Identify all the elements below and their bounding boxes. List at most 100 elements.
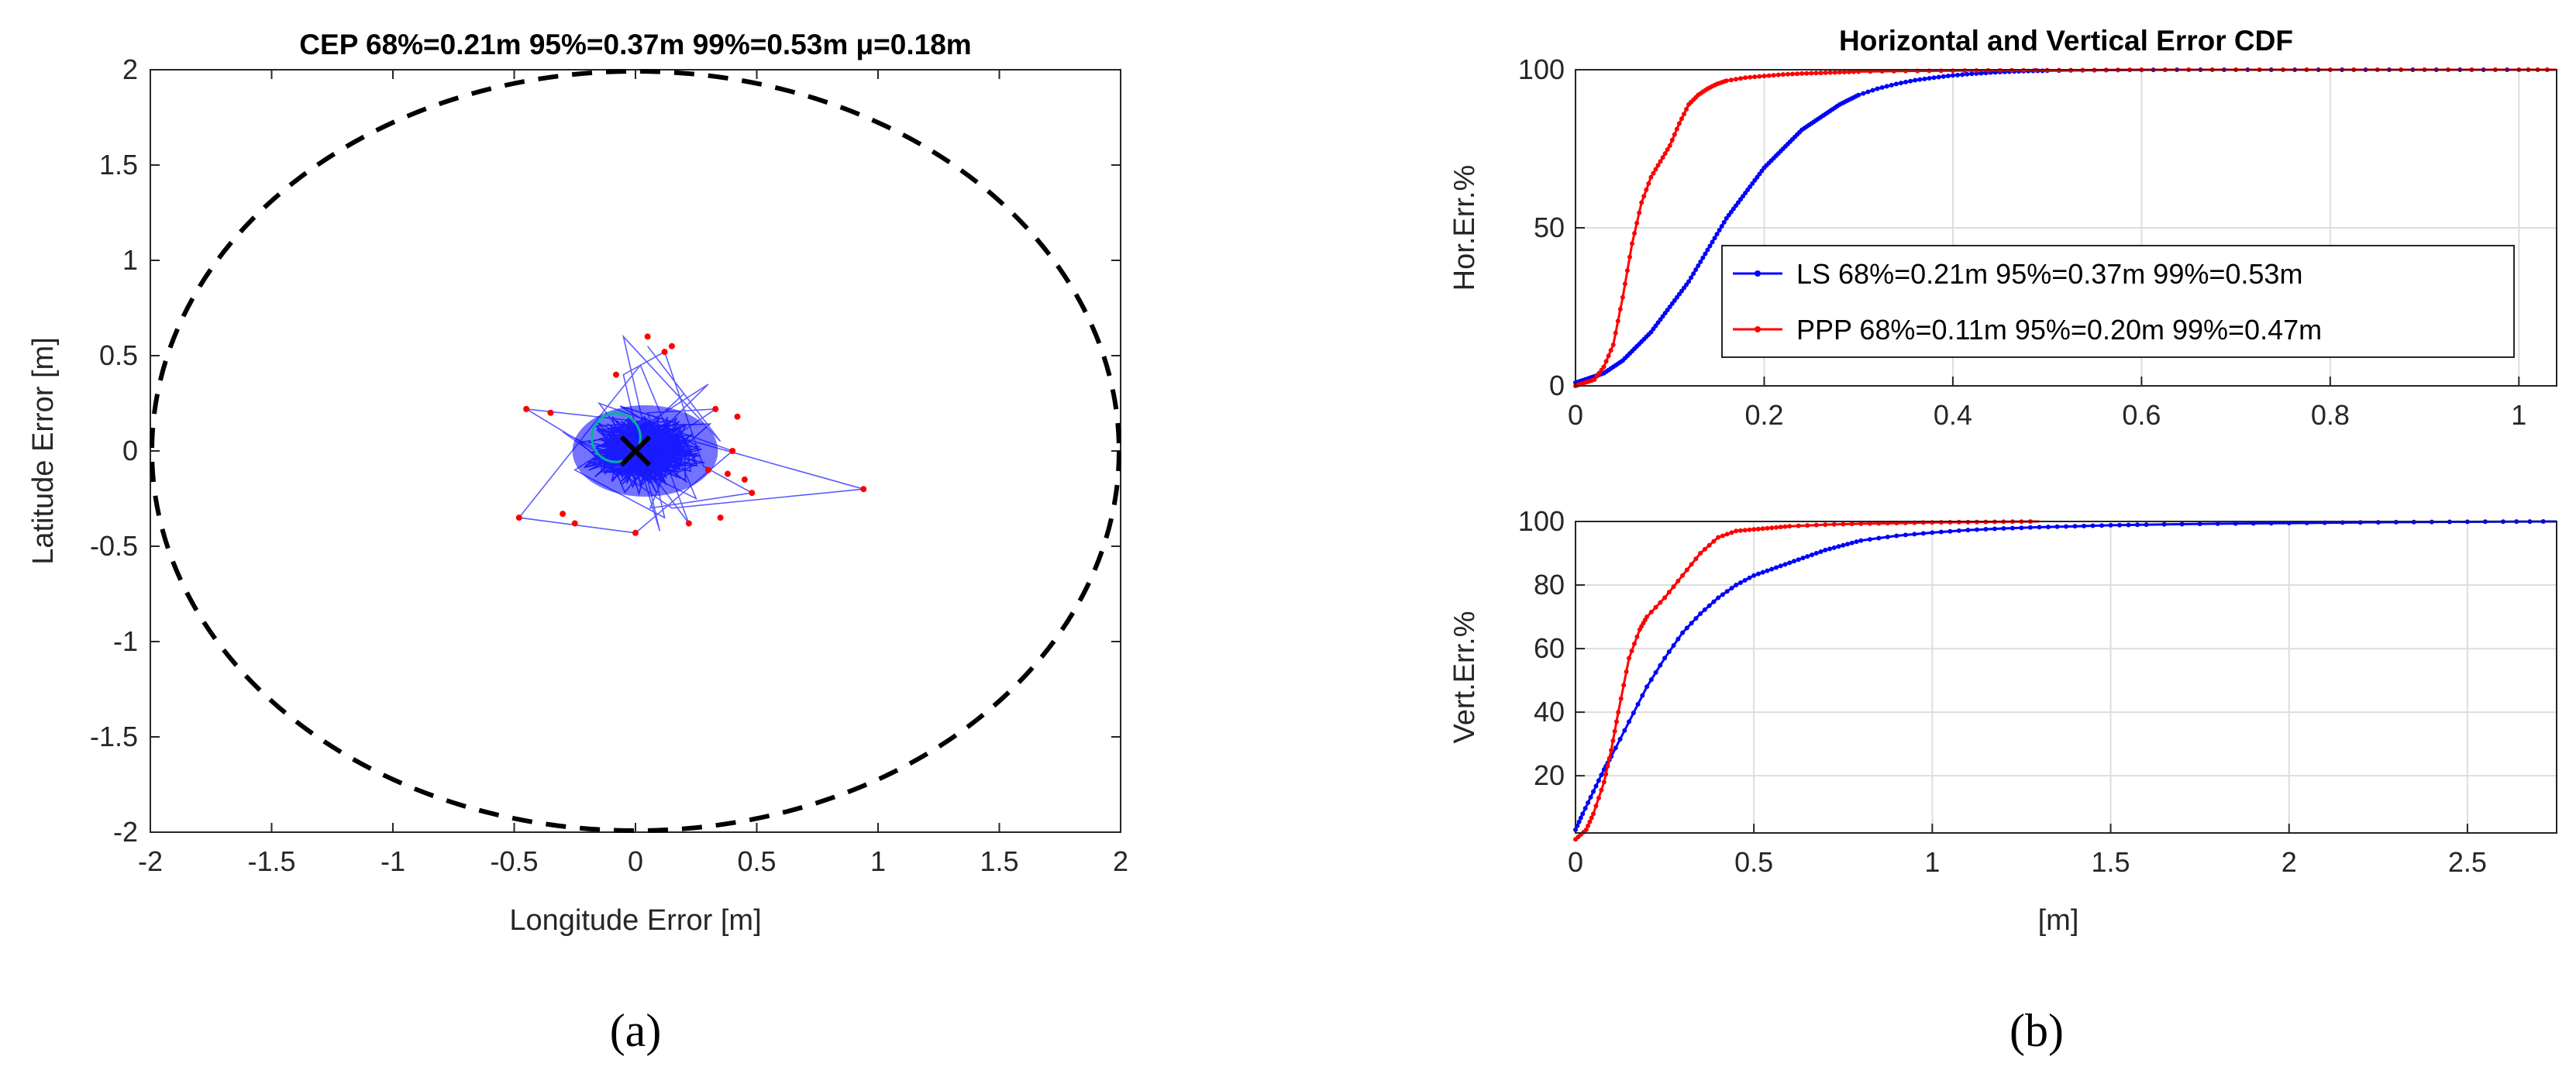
panel-b-bottom-series-ls-marker [1588, 794, 1593, 800]
panel-a-x-ticks: -2 -1.5 -1 -0.5 0 0.5 1 1.5 2 [138, 70, 1128, 877]
panel-b-top-series-ppp-marker [1613, 330, 1618, 336]
panel-b-bottom-series-ls-marker [2064, 524, 2068, 529]
panel-b-top-series-ppp-marker [1630, 241, 1635, 246]
panel-b-top-series-ppp-marker [1653, 167, 1658, 172]
panel-b-top-series-ls-marker [1941, 74, 1946, 79]
panel-b-top-series-ls-marker [1884, 84, 1889, 89]
panel-b-top-series-ls-marker [1965, 71, 1970, 77]
outlier-point [749, 490, 756, 497]
panel-b-bottom-series-ppp-marker [1621, 683, 1627, 688]
panel-b-bottom-series-ls-marker [2179, 521, 2185, 527]
panel-b-top-series-ls-marker [1714, 232, 1720, 237]
panel-b-top-series-ls-marker [1662, 311, 1668, 316]
panel-b-bottom-series-ls-marker [1796, 557, 1801, 563]
panel-b-top-series-ls-marker [1745, 188, 1751, 193]
outlier-point [860, 486, 867, 493]
panel-b-top-x-tick-label: 0.2 [1744, 399, 1783, 431]
panel-b-bottom-series-ppp-marker [1760, 526, 1765, 532]
panel-b-top-series-ls-marker [1669, 301, 1675, 306]
panel-b-top-series-ppp-marker [1624, 268, 1630, 274]
panel-b-top-series-ls-marker [1875, 86, 1880, 91]
panel-a-y-ticks: -2 -1.5 -1 -0.5 0 0.5 1 1.5 2 [90, 53, 1121, 848]
panel-b-bottom-series-ppp-marker [1675, 578, 1681, 583]
panel-b-bottom-x-tick-label: 2 [2282, 846, 2297, 878]
panel-b-top-x-tick-label: 1 [2511, 399, 2526, 431]
panel-b-bottom-series-ppp-marker [1627, 656, 1632, 661]
panel-b-bottom-series-ls-marker [1711, 599, 1717, 604]
panel-b-bottom-series-ls-marker [1680, 630, 1686, 635]
outlier-point [741, 476, 748, 483]
panel-b-top-series-ppp-marker [1743, 75, 1748, 81]
panel-b-bottom-series-ppp-marker [1867, 521, 1872, 526]
panel-b-bottom-series-ls-marker [1813, 551, 1819, 556]
panel-b-top-series-ppp-marker [1667, 143, 1672, 148]
panel-b-top-series-ls-marker [1960, 72, 1965, 77]
panel-b-bottom-series-ppp-marker [1747, 527, 1752, 532]
panel-b-bottom-series-ppp-marker [1813, 522, 1819, 528]
panel-a-x-tick-label: -1.5 [247, 845, 295, 877]
panel-b-top-series-ls-marker [1674, 294, 1679, 300]
panel-b-bottom-series-ls-marker [2027, 525, 2033, 530]
panel-b-bottom-series-ppp-marker [1805, 523, 1810, 528]
panel-b-bottom-series-ppp-marker [1778, 525, 1783, 530]
panel-b-bottom-series-ls-marker [1578, 815, 1583, 821]
caption-b: (b) [2009, 1005, 2064, 1056]
panel-b-bottom-series-ls-marker [1823, 547, 1828, 552]
panel-b-top-series-ls-marker [1686, 279, 1692, 284]
panel-b-top-x-tick-label: 0.8 [2311, 399, 2350, 431]
panel-b-top-series-ls-marker [1913, 77, 1918, 83]
panel-b-top-series-ppp-marker [1780, 72, 1786, 77]
panel-b-top-series-ls-marker [1898, 81, 1903, 86]
panel-b-bottom-series-ls-marker [1782, 562, 1788, 567]
panel-a-x-tick-label: -2 [138, 845, 163, 877]
panel-b-top-series-ppp-marker [1594, 373, 1600, 379]
panel-b-top-series-ls-marker [1710, 239, 1715, 245]
outlier-point [523, 405, 530, 412]
panel-b-top-x-tick-label: 0 [1568, 399, 1583, 431]
outlier-point [644, 333, 651, 340]
panel-a-y-tick-label: -0.5 [90, 530, 138, 562]
panel-b-top-series-ppp-marker [1799, 71, 1805, 76]
panel-b-bottom-y-tick-label: 40 [1534, 696, 1565, 728]
panel-b-bottom-series-ppp-marker [1693, 556, 1699, 562]
panel-b-bottom-series-ppp-marker [1831, 521, 1837, 527]
panel-b-top-series-ppp-marker [1601, 364, 1607, 370]
panel-b-top-series-ppp-marker [1627, 254, 1632, 260]
panel-b-top-series-ls-marker [1931, 75, 1937, 81]
panel-b-bottom-x-tick-label: 0 [1568, 846, 1583, 878]
panel-a-x-tick-label: -0.5 [490, 845, 538, 877]
panel-b-bottom-series-ls-marker [1617, 736, 1623, 742]
panel-b-bottom-series-ppp-marker [1666, 590, 1672, 595]
panel-b-top-series-ppp-marker [1813, 71, 1819, 76]
panel-b-top-series-ls-marker [1945, 74, 1951, 79]
panel-b-bottom-series-ls-marker [1653, 669, 1658, 675]
panel-b-top-series-ppp-marker [1637, 210, 1642, 215]
panel-b-bottom-series-ls-marker [1983, 527, 1989, 532]
panel-b-top-series-ls-marker [1724, 215, 1729, 221]
panel-b-top-series-ls-marker [1672, 298, 1677, 303]
panel-b-top-series-ls-marker [1693, 267, 1699, 273]
panel-b-top-series-ppp-marker [1660, 155, 1665, 160]
panel-b-bottom-series-ppp-marker [1787, 524, 1793, 529]
panel-b-bottom-series-ppp-marker [1684, 567, 1689, 573]
panel-b-bottom-series-ls-marker [1720, 592, 1725, 597]
panel-b-top-series-ppp-marker [1608, 348, 1613, 353]
panel-b-top-series-ls-marker [1755, 174, 1760, 180]
panel-b-top-series-ppp-marker [1676, 121, 1682, 126]
panel-b-bottom-series-ppp-marker [1593, 804, 1599, 809]
panel-b-bottom-series-ppp-marker [1742, 528, 1748, 533]
outlier-point [668, 342, 675, 349]
panel-b-top-series-ls-marker [1721, 219, 1727, 225]
panel-b-bottom-series-ppp-marker [1624, 669, 1629, 674]
panel-b-top-series-ppp-marker [1651, 170, 1656, 176]
panel-a-y-tick-label: -1.5 [90, 721, 138, 752]
panel-b-top-series-ls-marker [1757, 171, 1762, 177]
panel-b-bottom-series-ls-marker [1580, 811, 1586, 817]
panel-b-bottom-series-ls-marker [1593, 783, 1599, 789]
panel-b-top-series-ls-marker [1719, 223, 1724, 229]
panel-a-y-tick-label: 0.5 [99, 339, 138, 371]
panel-b-top-series-ppp-marker [1658, 159, 1663, 164]
panel-a-content [150, 69, 1121, 833]
panel-b-top-series-ppp-marker [1827, 70, 1833, 75]
panel-b-top-series-ls-marker [1922, 76, 1927, 81]
